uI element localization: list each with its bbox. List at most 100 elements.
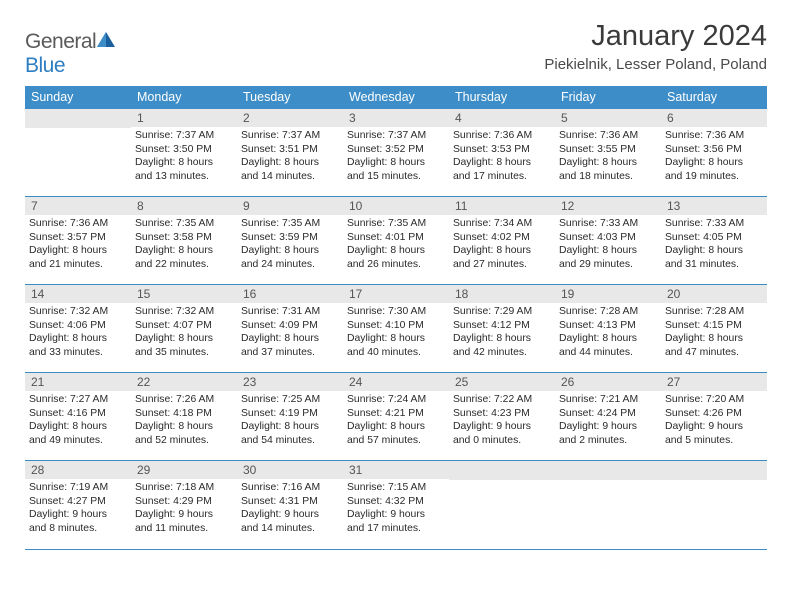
sunrise-line: Sunrise: 7:28 AM [665,305,763,319]
sunrise-line: Sunrise: 7:36 AM [559,129,657,143]
day-number: 5 [555,109,661,127]
day-number: 1 [131,109,237,127]
day-body: Sunrise: 7:36 AMSunset: 3:57 PMDaylight:… [25,215,131,276]
day-number: 14 [25,285,131,303]
calendar-cell: 11Sunrise: 7:34 AMSunset: 4:02 PMDayligh… [449,197,555,285]
day-number: 11 [449,197,555,215]
sunset-line: Sunset: 3:53 PM [453,143,551,157]
calendar-cell: 19Sunrise: 7:28 AMSunset: 4:13 PMDayligh… [555,285,661,373]
calendar-cell: 21Sunrise: 7:27 AMSunset: 4:16 PMDayligh… [25,373,131,461]
daylight-line: Daylight: 8 hours and 26 minutes. [347,244,445,271]
calendar-cell: 12Sunrise: 7:33 AMSunset: 4:03 PMDayligh… [555,197,661,285]
sunrise-line: Sunrise: 7:36 AM [29,217,127,231]
calendar-cell: 7Sunrise: 7:36 AMSunset: 3:57 PMDaylight… [25,197,131,285]
sunrise-line: Sunrise: 7:36 AM [665,129,763,143]
sunset-line: Sunset: 4:06 PM [29,319,127,333]
day-body: Sunrise: 7:15 AMSunset: 4:32 PMDaylight:… [343,479,449,540]
calendar-cell: 9Sunrise: 7:35 AMSunset: 3:59 PMDaylight… [237,197,343,285]
empty-day-number [555,461,661,480]
sunrise-line: Sunrise: 7:30 AM [347,305,445,319]
sunset-line: Sunset: 4:02 PM [453,231,551,245]
daylight-line: Daylight: 9 hours and 2 minutes. [559,420,657,447]
daylight-line: Daylight: 9 hours and 17 minutes. [347,508,445,535]
daylight-line: Daylight: 8 hours and 35 minutes. [135,332,233,359]
sunset-line: Sunset: 4:24 PM [559,407,657,421]
sunset-line: Sunset: 4:18 PM [135,407,233,421]
day-number: 17 [343,285,449,303]
day-number: 21 [25,373,131,391]
day-body: Sunrise: 7:28 AMSunset: 4:13 PMDaylight:… [555,303,661,364]
sunrise-line: Sunrise: 7:37 AM [347,129,445,143]
sunrise-line: Sunrise: 7:37 AM [135,129,233,143]
sunrise-line: Sunrise: 7:37 AM [241,129,339,143]
daylight-line: Daylight: 8 hours and 47 minutes. [665,332,763,359]
day-body: Sunrise: 7:31 AMSunset: 4:09 PMDaylight:… [237,303,343,364]
daylight-line: Daylight: 8 hours and 13 minutes. [135,156,233,183]
weekday-header: Wednesday [343,86,449,109]
sunrise-line: Sunrise: 7:22 AM [453,393,551,407]
day-body: Sunrise: 7:32 AMSunset: 4:07 PMDaylight:… [131,303,237,364]
calendar-cell: 13 Sunrise: 7:33 AMSunset: 4:05 PMDayligh… [661,197,767,285]
day-number: 19 [555,285,661,303]
day-number: 13 [661,197,767,215]
day-number: 12 [555,197,661,215]
daylight-line: Daylight: 8 hours and 21 minutes. [29,244,127,271]
day-number: 30 [237,461,343,479]
calendar-cell [555,461,661,549]
daylight-line: Daylight: 8 hours and 29 minutes. [559,244,657,271]
day-number: 8 [131,197,237,215]
brand-mark-icon [96,30,116,48]
day-body: Sunrise: 7:24 AMSunset: 4:21 PMDaylight:… [343,391,449,452]
sunset-line: Sunset: 4:31 PM [241,495,339,509]
daylight-line: Daylight: 8 hours and 31 minutes. [665,244,763,271]
sunset-line: Sunset: 3:55 PM [559,143,657,157]
calendar-cell: 31Sunrise: 7:15 AMSunset: 4:32 PMDayligh… [343,461,449,549]
sunrise-line: Sunrise: 7:32 AM [135,305,233,319]
day-number: 29 [131,461,237,479]
sunrise-line: Sunrise: 7:32 AM [29,305,127,319]
day-number: 24 [343,373,449,391]
day-body: Sunrise: 7:34 AMSunset: 4:02 PMDaylight:… [449,215,555,276]
calendar-cell: 3Sunrise: 7:37 AMSunset: 3:52 PMDaylight… [343,109,449,197]
sunset-line: Sunset: 4:03 PM [559,231,657,245]
calendar-cell: 1Sunrise: 7:37 AMSunset: 3:50 PMDaylight… [131,109,237,197]
calendar-cell [449,461,555,549]
day-body: Sunrise: 7:35 AMSunset: 4:01 PMDaylight:… [343,215,449,276]
calendar-cell [25,109,131,197]
calendar-cell: 20Sunrise: 7:28 AMSunset: 4:15 PMDayligh… [661,285,767,373]
sunset-line: Sunset: 4:05 PM [665,231,763,245]
calendar-cell: 24Sunrise: 7:24 AMSunset: 4:21 PMDayligh… [343,373,449,461]
daylight-line: Daylight: 8 hours and 27 minutes. [453,244,551,271]
sunset-line: Sunset: 4:32 PM [347,495,445,509]
day-number: 9 [237,197,343,215]
weekday-header: Thursday [449,86,555,109]
sunrise-line: Sunrise: 7:33 AM [665,217,763,231]
day-number: 25 [449,373,555,391]
sunset-line: Sunset: 3:59 PM [241,231,339,245]
sunrise-line: Sunrise: 7:35 AM [135,217,233,231]
day-number: 23 [237,373,343,391]
day-number: 27 [661,373,767,391]
day-body: Sunrise: 7:37 AMSunset: 3:50 PMDaylight:… [131,127,237,188]
day-body: Sunrise: 7:29 AMSunset: 4:12 PMDaylight:… [449,303,555,364]
day-number: 18 [449,285,555,303]
daylight-line: Daylight: 8 hours and 33 minutes. [29,332,127,359]
sunrise-line: Sunrise: 7:35 AM [347,217,445,231]
daylight-line: Daylight: 8 hours and 54 minutes. [241,420,339,447]
calendar-cell [661,461,767,549]
title-area: January 2024 Piekielnik, Lesser Poland, … [544,20,767,73]
daylight-line: Daylight: 8 hours and 40 minutes. [347,332,445,359]
sunset-line: Sunset: 4:23 PM [453,407,551,421]
calendar-cell: 17Sunrise: 7:30 AMSunset: 4:10 PMDayligh… [343,285,449,373]
sunrise-line: Sunrise: 7:25 AM [241,393,339,407]
daylight-line: Daylight: 8 hours and 18 minutes. [559,156,657,183]
sunset-line: Sunset: 4:19 PM [241,407,339,421]
calendar-cell: 2Sunrise: 7:37 AMSunset: 3:51 PMDaylight… [237,109,343,197]
sunset-line: Sunset: 4:12 PM [453,319,551,333]
sunset-line: Sunset: 4:07 PM [135,319,233,333]
sunset-line: Sunset: 3:51 PM [241,143,339,157]
brand-part1: General [25,30,96,53]
daylight-line: Daylight: 8 hours and 19 minutes. [665,156,763,183]
day-number: 7 [25,197,131,215]
calendar-row: 28Sunrise: 7:19 AMSunset: 4:27 PMDayligh… [25,461,767,549]
